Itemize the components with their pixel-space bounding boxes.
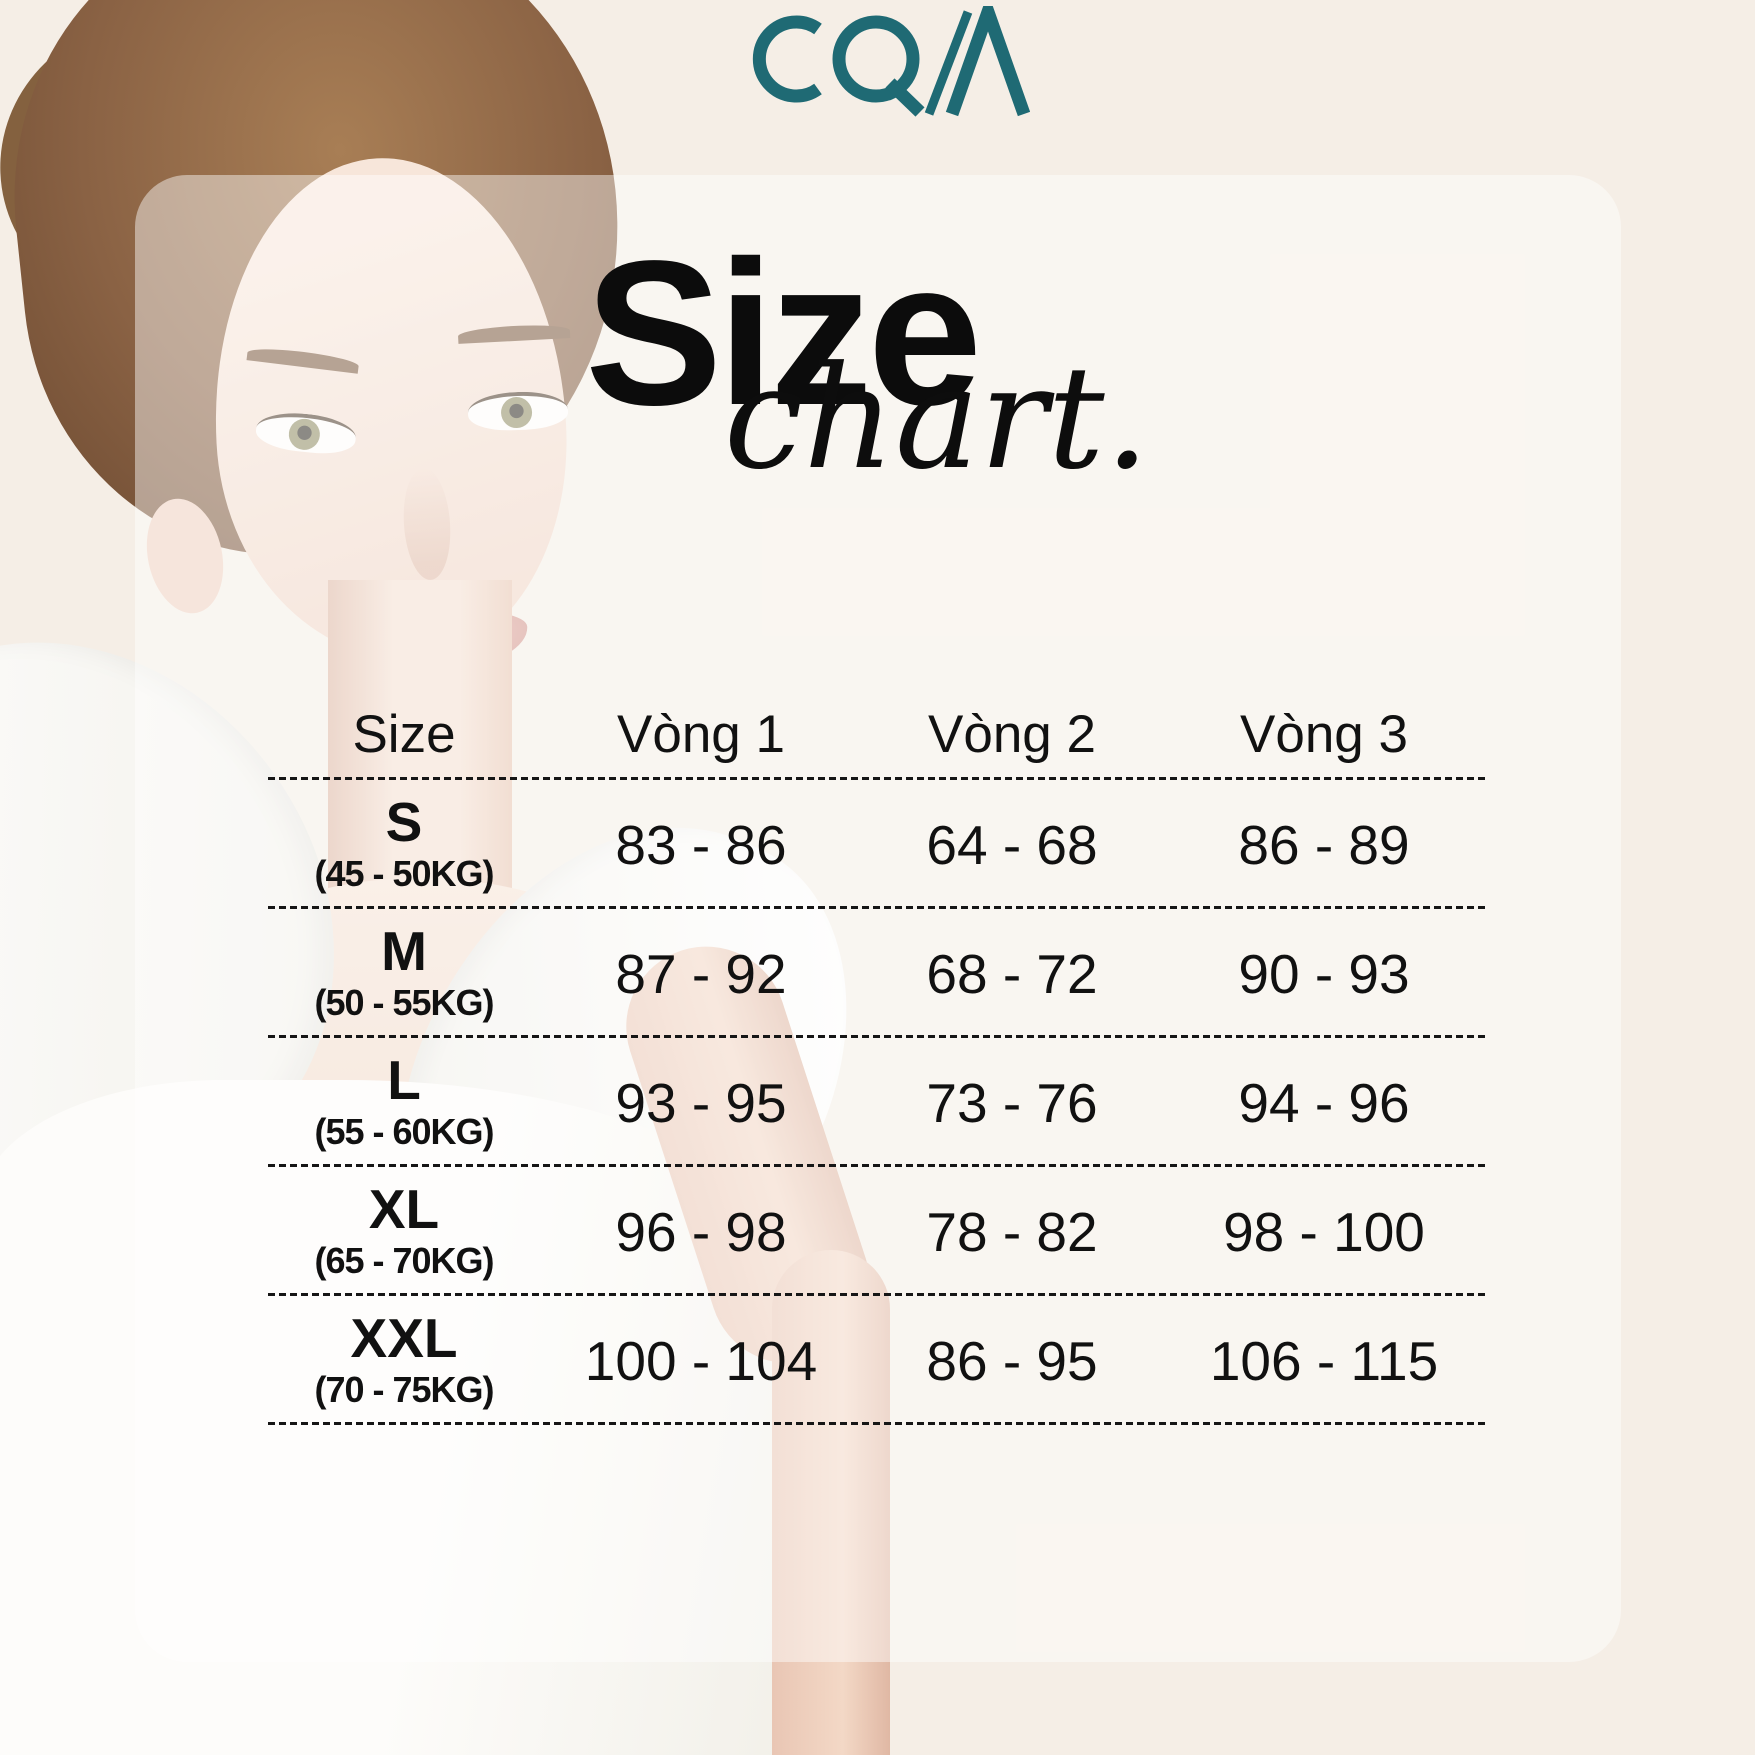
table-header-row: Size Vòng 1 Vòng 2 Vòng 3 xyxy=(268,688,1486,780)
vong3-value: 90 - 93 xyxy=(1238,942,1410,1005)
size-cell: L (55 - 60KG) xyxy=(268,1049,540,1153)
size-cell: XL (65 - 70KG) xyxy=(268,1178,540,1282)
col-header-vong1: Vòng 1 xyxy=(617,704,785,764)
col-header-vong3: Vòng 3 xyxy=(1240,704,1408,764)
vong3-value: 94 - 96 xyxy=(1238,1071,1410,1134)
brand-logo-icon xyxy=(752,0,1030,117)
weight-range: (70 - 75KG) xyxy=(314,1369,494,1411)
size-label: XXL xyxy=(350,1307,458,1370)
size-label: L xyxy=(387,1049,421,1112)
table-row: L (55 - 60KG) 93 - 95 73 - 76 94 - 96 xyxy=(268,1038,1486,1167)
table-row: S (45 - 50KG) 83 - 86 64 - 68 86 - 89 xyxy=(268,780,1486,909)
vong2-value: 78 - 82 xyxy=(926,1200,1098,1263)
size-label: M xyxy=(381,920,427,983)
size-cell: XXL (70 - 75KG) xyxy=(268,1307,540,1411)
vong1-value: 100 - 104 xyxy=(584,1329,818,1392)
vong2-value: 73 - 76 xyxy=(926,1071,1098,1134)
table-row: XL (65 - 70KG) 96 - 98 78 - 82 98 - 100 xyxy=(268,1167,1486,1296)
vong3-value: 106 - 115 xyxy=(1209,1329,1439,1392)
size-label: S xyxy=(385,791,423,854)
page-title: Size xyxy=(585,218,982,448)
vong1-value: 96 - 98 xyxy=(615,1200,787,1263)
brand-logo xyxy=(726,0,1030,123)
size-cell: M (50 - 55KG) xyxy=(268,920,540,1024)
weight-range: (55 - 60KG) xyxy=(314,1111,494,1153)
vong2-value: 64 - 68 xyxy=(926,813,1098,876)
vong1-value: 93 - 95 xyxy=(615,1071,787,1134)
size-table: Size Vòng 1 Vòng 2 Vòng 3 S (45 - 50KG) … xyxy=(268,688,1486,1425)
vong1-value: 83 - 86 xyxy=(615,813,787,876)
model-forearm xyxy=(772,1250,890,1755)
page-title-script: chart. xyxy=(724,336,1150,501)
weight-range: (65 - 70KG) xyxy=(314,1240,494,1282)
vong1-value: 87 - 92 xyxy=(615,942,787,1005)
dress-body xyxy=(0,1080,790,1755)
weight-range: (45 - 50KG) xyxy=(314,853,494,895)
col-header-size: Size xyxy=(352,704,456,764)
vong3-value: 86 - 89 xyxy=(1238,813,1410,876)
table-row: XXL (70 - 75KG) 100 - 104 86 - 95 106 - … xyxy=(268,1296,1486,1425)
size-label: XL xyxy=(368,1178,440,1241)
col-header-vong2: Vòng 2 xyxy=(928,704,1096,764)
table-row: M (50 - 55KG) 87 - 92 68 - 72 90 - 93 xyxy=(268,909,1486,1038)
size-cell: S (45 - 50KG) xyxy=(268,791,540,895)
weight-range: (50 - 55KG) xyxy=(314,982,494,1024)
vong3-value: 98 - 100 xyxy=(1223,1200,1425,1263)
vong2-value: 86 - 95 xyxy=(926,1329,1098,1392)
frosted-panel xyxy=(135,175,1621,1662)
model-photo xyxy=(0,0,918,1755)
vong2-value: 68 - 72 xyxy=(926,942,1098,1005)
